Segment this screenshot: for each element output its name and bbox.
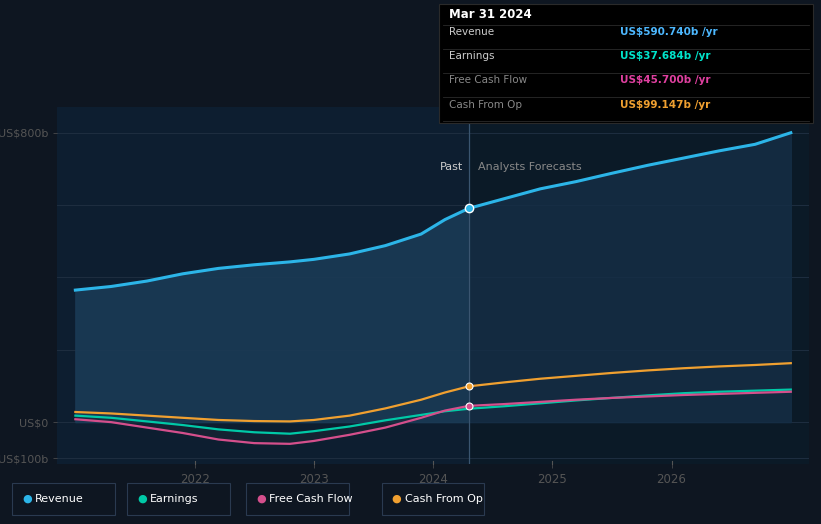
Text: ●: ● <box>22 494 32 504</box>
Text: Earnings: Earnings <box>449 51 494 61</box>
Text: US$45.700b /yr: US$45.700b /yr <box>620 75 710 85</box>
Text: Mar 31 2024: Mar 31 2024 <box>449 8 532 21</box>
Text: ●: ● <box>256 494 266 504</box>
Text: ●: ● <box>392 494 401 504</box>
Text: Analysts Forecasts: Analysts Forecasts <box>479 162 582 172</box>
Bar <box>469 107 809 464</box>
Bar <box>57 107 469 464</box>
Text: Earnings: Earnings <box>150 494 199 504</box>
Text: Free Cash Flow: Free Cash Flow <box>269 494 353 504</box>
Text: Past: Past <box>439 162 463 172</box>
Text: ●: ● <box>137 494 147 504</box>
Text: Free Cash Flow: Free Cash Flow <box>449 75 527 85</box>
Text: Revenue: Revenue <box>35 494 84 504</box>
Text: Revenue: Revenue <box>449 27 494 37</box>
Text: US$37.684b /yr: US$37.684b /yr <box>620 51 710 61</box>
Text: Cash From Op: Cash From Op <box>405 494 483 504</box>
Text: US$590.740b /yr: US$590.740b /yr <box>620 27 718 37</box>
Text: Cash From Op: Cash From Op <box>449 100 522 110</box>
Text: US$99.147b /yr: US$99.147b /yr <box>620 100 710 110</box>
